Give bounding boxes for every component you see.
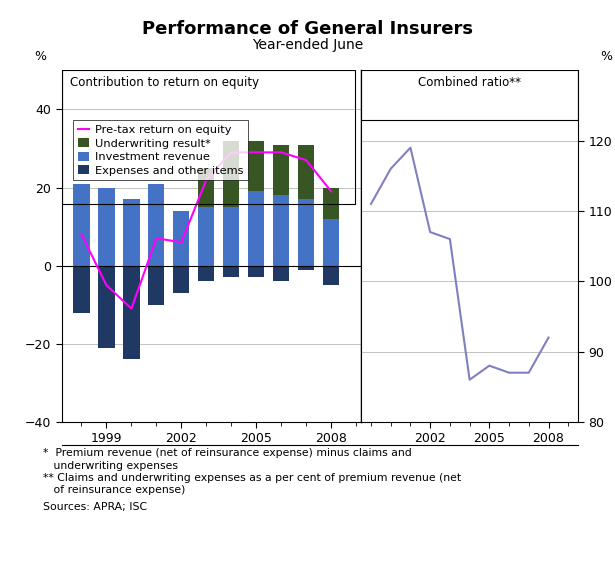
Bar (73, 265, 90, 312)
Bar (98, 188, 114, 265)
Bar (298, 199, 314, 265)
Text: Performance of General Insurers: Performance of General Insurers (142, 20, 473, 38)
Text: ** Claims and underwriting expenses as a per cent of premium revenue (net: ** Claims and underwriting expenses as a… (43, 473, 461, 483)
Bar (173, 265, 189, 293)
Bar (273, 265, 289, 281)
Bar (298, 145, 314, 199)
Bar (123, 265, 140, 359)
Text: Sources: APRA; ISC: Sources: APRA; ISC (43, 502, 147, 512)
Bar (98, 265, 114, 347)
Bar (248, 192, 264, 265)
Bar (198, 207, 215, 265)
Bar (323, 219, 339, 265)
Bar (323, 188, 339, 219)
Text: *  Premium revenue (net of reinsurance expense) minus claims and: * Premium revenue (net of reinsurance ex… (43, 448, 412, 458)
Text: Combined ratio**: Combined ratio** (418, 76, 521, 88)
Bar (148, 183, 164, 265)
Bar (73, 183, 90, 265)
Bar (298, 265, 314, 270)
Legend: Pre-tax return on equity, Underwriting result*, Investment revenue, Expenses and: Pre-tax return on equity, Underwriting r… (73, 120, 248, 180)
Bar (273, 195, 289, 265)
Bar (248, 141, 264, 192)
Text: Year-ended June: Year-ended June (252, 38, 363, 52)
Bar (198, 168, 215, 207)
Bar (198, 265, 215, 281)
Text: %: % (34, 50, 47, 63)
Bar (148, 265, 164, 305)
Text: underwriting expenses: underwriting expenses (43, 461, 178, 471)
Bar (223, 141, 239, 207)
Text: %: % (600, 50, 612, 63)
Text: Contribution to return on equity: Contribution to return on equity (71, 76, 260, 88)
Bar (223, 207, 239, 265)
Bar (173, 211, 189, 265)
Bar (323, 265, 339, 285)
Bar (223, 265, 239, 277)
Text: of reinsurance expense): of reinsurance expense) (43, 485, 186, 495)
Bar (248, 265, 264, 277)
Bar (123, 199, 140, 265)
Bar (273, 145, 289, 195)
